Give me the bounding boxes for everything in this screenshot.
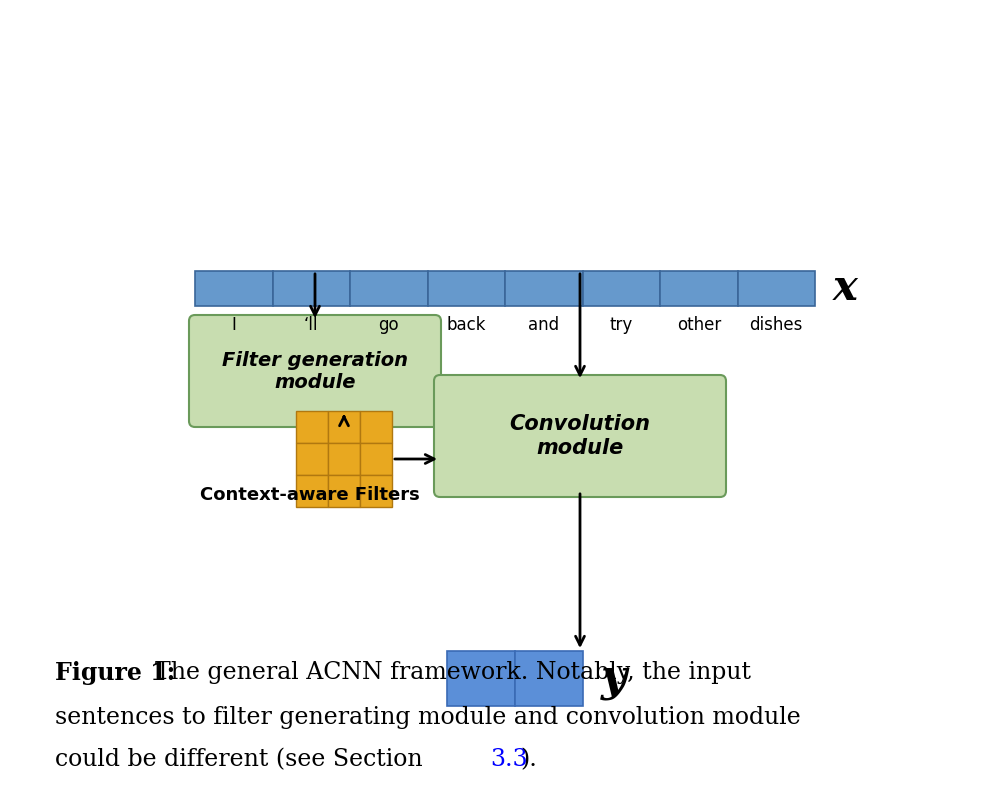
Text: ‘ll: ‘ll bbox=[304, 316, 318, 334]
Bar bbox=[296, 443, 328, 475]
Text: y: y bbox=[601, 657, 627, 700]
Text: Figure 1:: Figure 1: bbox=[55, 661, 175, 685]
Bar bbox=[505, 271, 582, 306]
Text: back: back bbox=[446, 316, 486, 334]
FancyBboxPatch shape bbox=[434, 375, 726, 497]
Bar bbox=[582, 271, 660, 306]
Bar bbox=[296, 411, 328, 443]
Text: sentences to filter generating module and convolution module: sentences to filter generating module an… bbox=[55, 706, 801, 729]
Text: and: and bbox=[528, 316, 559, 334]
FancyBboxPatch shape bbox=[189, 315, 441, 427]
Bar bbox=[350, 271, 428, 306]
Text: dishes: dishes bbox=[750, 316, 803, 334]
Text: Context-aware Filters: Context-aware Filters bbox=[200, 486, 420, 504]
Bar bbox=[738, 271, 815, 306]
Bar bbox=[428, 271, 505, 306]
Text: other: other bbox=[677, 316, 721, 334]
Bar bbox=[360, 475, 392, 507]
Text: try: try bbox=[610, 316, 633, 334]
Bar bbox=[296, 475, 328, 507]
Bar bbox=[272, 271, 350, 306]
Bar bbox=[195, 271, 272, 306]
Text: ).: ). bbox=[520, 748, 537, 771]
Text: Filter generation
module: Filter generation module bbox=[222, 350, 408, 392]
Bar bbox=[328, 443, 360, 475]
Text: I: I bbox=[231, 316, 236, 334]
Bar bbox=[515, 651, 583, 706]
Bar bbox=[447, 651, 515, 706]
Text: go: go bbox=[378, 316, 399, 334]
Bar bbox=[328, 411, 360, 443]
Text: 3.3: 3.3 bbox=[490, 748, 528, 771]
Bar bbox=[660, 271, 738, 306]
Bar bbox=[360, 411, 392, 443]
Text: Convolution
module: Convolution module bbox=[510, 415, 650, 458]
Text: x: x bbox=[833, 267, 858, 310]
Bar bbox=[360, 443, 392, 475]
Text: could be different (see Section: could be different (see Section bbox=[55, 748, 430, 771]
Text: The general ACNN framework. Notably, the input: The general ACNN framework. Notably, the… bbox=[140, 661, 751, 684]
Bar bbox=[328, 475, 360, 507]
